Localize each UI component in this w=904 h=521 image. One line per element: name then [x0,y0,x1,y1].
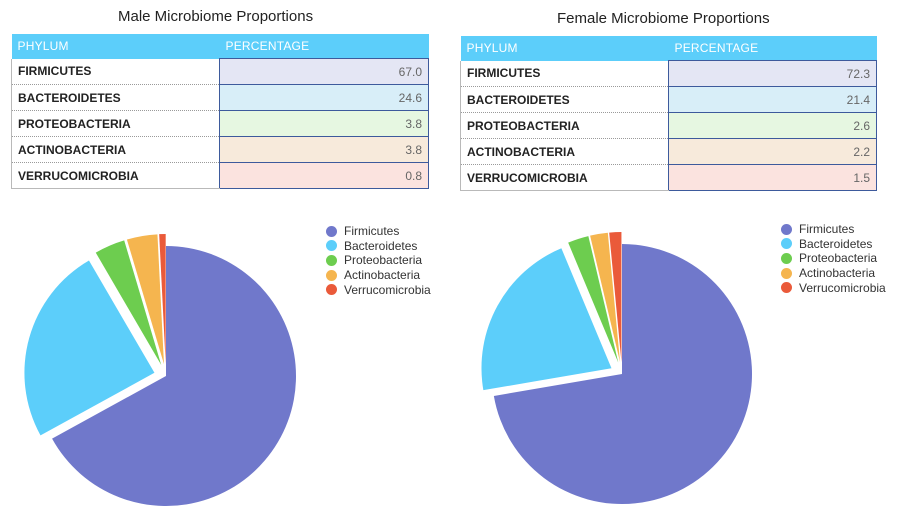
phylum-cell: BACTEROIDETES [11,84,220,111]
phylum-cell: PROTEOBACTERIA [460,112,669,139]
legend-item[interactable]: Actinobacteria [781,266,886,281]
table-row: BACTEROIDETES 21.4 [460,86,877,113]
percentage-header: PERCENTAGE [219,34,429,59]
legend-label: Proteobacteria [344,253,423,268]
table-row: BACTEROIDETES 24.6 [11,84,429,111]
legend-label: Verrucomicrobia [344,282,431,297]
male-panel: Male Microbiome Proportions PHYLUM PERCE… [11,8,431,506]
legend-item[interactable]: Bacteroidetes [781,237,886,252]
phylum-cell: ACTINOBACTERIA [460,138,669,165]
legend-swatch [326,254,337,266]
legend-swatch [781,252,792,264]
percentage-header: PERCENTAGE [668,36,877,61]
legend-label: Firmicutes [799,222,855,237]
phylum-header: PHYLUM [460,36,669,61]
table-row: ACTINOBACTERIA 2.2 [460,138,877,165]
pie-slice-bacteroidetes[interactable] [481,248,612,391]
chart-legend: Firmicutes Bacteroidetes Proteobacteria … [326,224,431,297]
legend-label: Bacteroidetes [799,236,873,251]
percentage-cell: 21.4 [668,86,877,113]
legend-label: Firmicutes [344,224,400,239]
legend-label: Actinobacteria [344,268,421,283]
phylum-cell: ACTINOBACTERIA [11,136,220,163]
table-row: VERRUCOMICROBIA 1.5 [460,164,877,191]
legend-label: Proteobacteria [799,251,878,266]
legend-swatch [326,240,337,252]
chart-legend: Firmicutes Bacteroidetes Proteobacteria … [781,222,886,295]
table-row: PROTEOBACTERIA 3.8 [11,110,429,137]
pie-slice-firmicutes[interactable] [493,244,752,504]
pie-slice-verrucomicrobia[interactable] [609,232,622,363]
phylum-header: PHYLUM [11,34,220,59]
legend-item[interactable]: Verrucomicrobia [326,282,431,297]
legend-swatch [326,284,337,296]
legend-item[interactable]: Bacteroidetes [326,239,431,254]
legend-swatch [781,267,792,279]
legend-item[interactable]: Verrucomicrobia [781,280,886,295]
percentage-cell: 3.8 [219,110,429,137]
legend-item[interactable]: Firmicutes [781,222,886,237]
phylum-cell: FIRMICUTES [11,58,220,85]
table-row: FIRMICUTES 67.0 [11,58,429,85]
pie-slice-actinobacteria[interactable] [590,232,621,363]
legend-swatch [326,269,337,281]
table-row: PROTEOBACTERIA 2.6 [460,112,877,139]
table-row: ACTINOBACTERIA 3.8 [11,136,429,163]
percentage-cell: 2.2 [668,138,877,165]
pie-chart [24,234,297,506]
pie-slice-proteobacteria[interactable] [95,240,162,365]
table-row: VERRUCOMICROBIA 0.8 [11,162,429,189]
percentage-cell: 2.6 [668,112,877,139]
proportions-table: PHYLUM PERCENTAGE FIRMICUTES 72.3 BACTER… [460,36,877,191]
proportions-table: PHYLUM PERCENTAGE FIRMICUTES 67.0 BACTER… [11,34,429,189]
pie-slice-verrucomicrobia[interactable] [159,234,166,365]
chart-title: Female Microbiome Proportions [557,10,770,27]
legend-label: Verrucomicrobia [799,280,886,295]
table-header-row: PHYLUM PERCENTAGE [11,34,429,59]
percentage-cell: 72.3 [668,60,877,87]
legend-item[interactable]: Proteobacteria [781,251,886,266]
phylum-cell: FIRMICUTES [460,60,669,87]
percentage-cell: 24.6 [219,84,429,111]
percentage-cell: 3.8 [219,136,429,163]
phylum-cell: VERRUCOMICROBIA [11,162,220,189]
pie-slice-actinobacteria[interactable] [126,234,164,365]
legend-item[interactable]: Actinobacteria [326,268,431,283]
pie-chart [481,232,752,504]
pie-slice-firmicutes[interactable] [52,246,297,506]
legend-item[interactable]: Proteobacteria [326,253,431,268]
legend-label: Actinobacteria [799,266,876,281]
legend-swatch [781,223,792,235]
legend-label: Bacteroidetes [344,238,418,253]
percentage-cell: 67.0 [219,58,429,85]
phylum-cell: BACTEROIDETES [460,86,669,113]
percentage-cell: 0.8 [219,162,429,189]
pie-slice-bacteroidetes[interactable] [24,260,155,436]
legend-swatch [781,238,792,250]
legend-item[interactable]: Firmicutes [326,224,431,239]
chart-title: Male Microbiome Proportions [118,8,314,25]
table-row: FIRMICUTES 72.3 [460,60,877,87]
pie-slice-proteobacteria[interactable] [568,236,619,363]
phylum-cell: VERRUCOMICROBIA [460,164,669,191]
female-panel: Female Microbiome Proportions PHYLUM PER… [452,0,904,521]
legend-swatch [326,225,337,237]
percentage-cell: 1.5 [668,164,877,191]
table-header-row: PHYLUM PERCENTAGE [460,36,877,61]
phylum-cell: PROTEOBACTERIA [11,110,220,137]
legend-swatch [781,282,792,294]
